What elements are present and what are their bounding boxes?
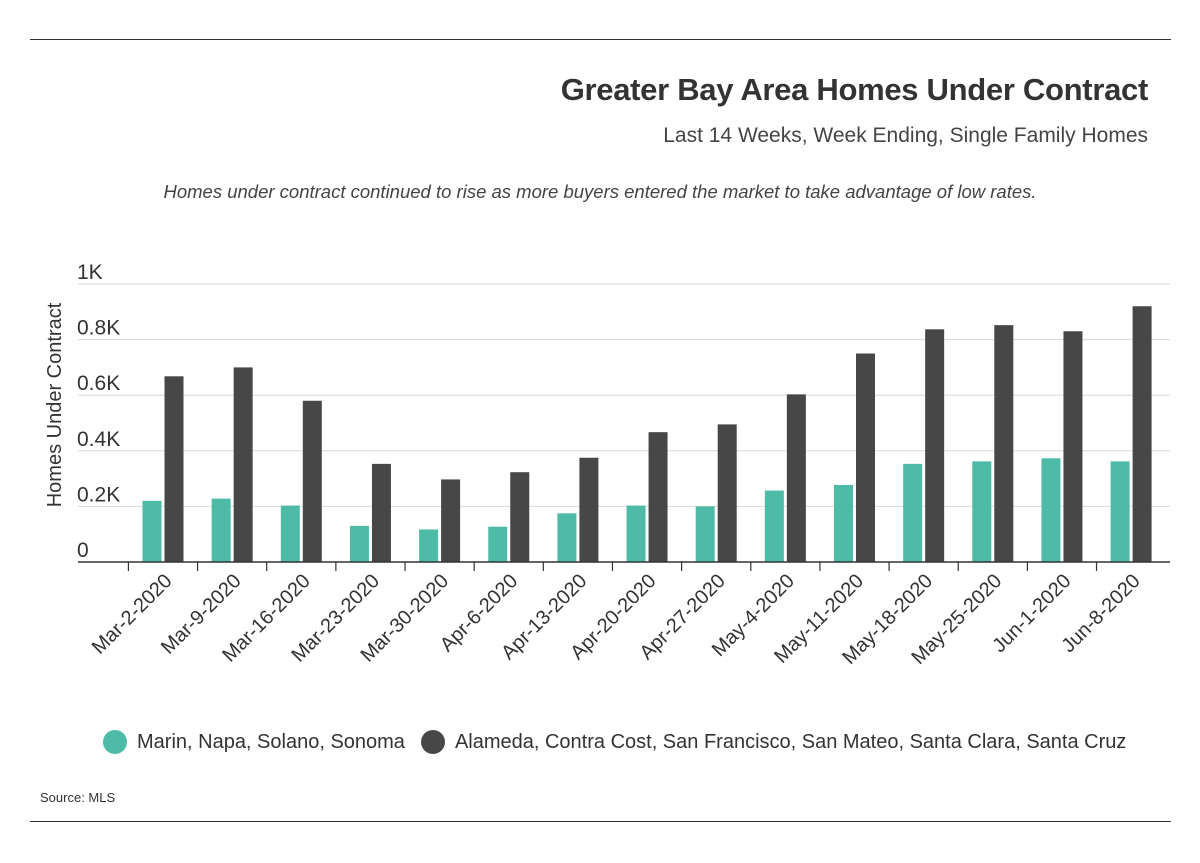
bar-core-bay <box>441 479 461 562</box>
bar-core-bay <box>1132 306 1152 562</box>
y-tick-label: 0.6K <box>77 372 120 395</box>
bar-north-bay <box>142 500 162 562</box>
bar-core-bay <box>648 432 668 562</box>
bar-north-bay <box>764 490 784 562</box>
chart-title: Greater Bay Area Homes Under Contract <box>560 72 1149 107</box>
x-ticks: Mar-2-2020Mar-9-2020Mar-16-2020Mar-23-20… <box>88 562 1145 669</box>
y-tick-label: 0 <box>77 539 89 562</box>
bar-core-bay <box>1063 331 1083 562</box>
bar-chart: 0 0.2K 0.4K 0.6K 0.8K 1K Homes Under Contract… <box>44 261 1170 669</box>
bar-north-bay <box>903 463 923 562</box>
bottom-rule <box>30 821 1171 822</box>
source-note: Source: MLS <box>40 790 116 805</box>
bar-core-bay <box>233 367 253 562</box>
bar-north-bay <box>211 498 231 562</box>
y-tick-labels: 0 0.2K 0.4K 0.6K 0.8K 1K <box>77 261 120 562</box>
bar-core-bay <box>579 457 599 562</box>
bar-north-bay <box>834 484 853 562</box>
bar-north-bay <box>280 505 300 562</box>
bar-north-bay <box>349 525 369 562</box>
legend-item-core-bay: Alameda, Contra Cost, San Francisco, San… <box>420 730 1127 754</box>
bar-north-bay <box>557 513 577 562</box>
y-tick-label: 0.4K <box>77 428 120 451</box>
gridlines <box>78 283 1170 507</box>
bar-north-bay <box>488 526 508 562</box>
bar-north-bay <box>1110 461 1130 562</box>
chart-subtitle: Last 14 Weeks, Week Ending, Single Famil… <box>663 124 1148 147</box>
bar-core-bay <box>510 472 530 562</box>
legend-item-north-bay: Marin, Napa, Solano, Sonoma <box>103 730 405 754</box>
y-tick-label: 1K <box>77 261 103 284</box>
legend-label-core-bay: Alameda, Contra Cost, San Francisco, San… <box>454 730 1127 753</box>
legend-label-north-bay: Marin, Napa, Solano, Sonoma <box>137 730 405 753</box>
bar-core-bay <box>302 400 322 562</box>
legend: Marin, Napa, Solano, Sonoma Alameda, Con… <box>103 730 1142 754</box>
legend-swatch-north-bay <box>103 730 127 754</box>
bars <box>142 306 1152 562</box>
y-axis-label: Homes Under Contract <box>44 302 66 507</box>
top-rule <box>30 39 1171 40</box>
bar-north-bay <box>695 506 715 562</box>
y-tick-label: 0.2K <box>77 483 120 506</box>
bar-core-bay <box>925 329 945 562</box>
chart-annotation: Homes under contract continued to rise a… <box>163 181 1037 202</box>
bar-core-bay <box>164 376 184 562</box>
y-tick-label: 0.8K <box>77 317 120 340</box>
bar-core-bay <box>994 325 1014 562</box>
bar-core-bay <box>856 353 875 562</box>
bar-north-bay <box>626 505 646 562</box>
bar-core-bay <box>371 463 391 562</box>
bar-core-bay <box>717 424 737 562</box>
bar-core-bay <box>786 394 806 562</box>
bar-north-bay <box>1041 458 1061 562</box>
bar-north-bay <box>419 529 439 562</box>
bar-north-bay <box>972 461 992 562</box>
legend-swatch-core-bay <box>420 730 445 754</box>
